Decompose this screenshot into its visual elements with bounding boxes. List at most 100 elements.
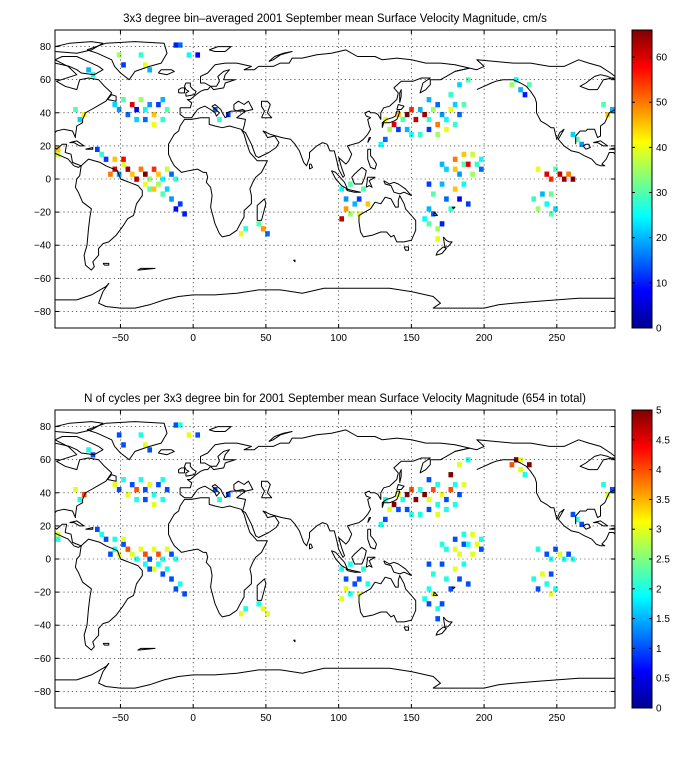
coastline-segment (184, 82, 197, 97)
coastline-segment (309, 163, 313, 170)
colorbar-tick-label: 3.5 (656, 495, 670, 506)
bin-cell (435, 501, 441, 508)
bin-cell (448, 206, 454, 212)
bin-cell (575, 136, 580, 143)
coastline-segment (575, 109, 615, 145)
bin-cell (77, 116, 83, 123)
bin-cell (173, 586, 179, 592)
bin-cell (457, 171, 462, 177)
bin-cell (435, 236, 441, 242)
bin-cell (55, 536, 61, 542)
bin-cell (452, 102, 458, 108)
bin-cell (378, 141, 384, 148)
bin-cell (343, 206, 349, 212)
coastline-segment (85, 527, 94, 530)
bin-cell (151, 121, 157, 128)
bin-cell (116, 52, 122, 58)
bin-cell (457, 82, 462, 88)
bin-cell (387, 506, 393, 513)
bin-cell (387, 126, 393, 133)
bin-cell (465, 541, 471, 547)
colorbar-tick-label: 60 (656, 53, 668, 64)
coastline-segment (435, 246, 447, 256)
bin-cell (431, 486, 436, 493)
bin-cell (444, 196, 449, 202)
y-tick-label: 60 (40, 75, 52, 86)
coastline-segment (168, 117, 268, 238)
bin-cell (448, 106, 454, 113)
bin-cell (125, 111, 131, 118)
bin-cell (383, 496, 388, 503)
bin-cell (513, 77, 519, 83)
coastline-segment (102, 262, 110, 266)
bin-cell (121, 161, 126, 167)
bin-cell (138, 97, 144, 103)
bin-cell (95, 526, 100, 532)
bin-cell (143, 442, 148, 448)
bin-cell (169, 171, 174, 177)
bin-cell (535, 586, 541, 592)
plot-frame (54, 29, 616, 329)
bin-cell (518, 457, 523, 463)
bin-cell (348, 591, 353, 597)
bin-cell (121, 156, 126, 162)
bin-cell (474, 541, 480, 547)
bin-cell (527, 82, 532, 88)
x-tick-label: 0 (190, 713, 196, 724)
bin-cell (339, 216, 345, 222)
colorbar-tick-label: 4 (656, 465, 662, 476)
bin-cell (479, 536, 484, 542)
bin-cell (260, 606, 266, 612)
y-tick-label: −40 (34, 241, 51, 252)
coastline-segment (454, 439, 615, 457)
coastline-segment (396, 104, 405, 110)
bin-cell (164, 166, 170, 172)
coastline-segment (309, 543, 313, 550)
bin-cell (138, 477, 144, 483)
bin-cell (156, 181, 161, 187)
bin-cell (99, 531, 105, 537)
bin-cell (426, 126, 432, 133)
bin-cell (553, 546, 558, 552)
bin-cell (417, 106, 423, 113)
bin-cell (601, 102, 606, 108)
coastline-segment (367, 137, 372, 143)
coastline-segment (367, 148, 377, 170)
bin-cell (151, 111, 157, 118)
colorbar-tick-label: 10 (656, 278, 668, 289)
coastline-segment (55, 436, 104, 456)
bin-cell (518, 467, 523, 473)
x-tick-label: 200 (476, 333, 493, 344)
bin-cell (177, 201, 183, 207)
bin-cell (518, 87, 523, 93)
coastline-segment (69, 520, 85, 527)
bin-cell (470, 551, 475, 557)
bin-cell (182, 591, 187, 597)
bin-cell (461, 151, 467, 157)
bin-cell (426, 561, 432, 567)
bin-cell (134, 106, 139, 113)
coastline-segment (367, 528, 377, 550)
coastline-segment (367, 517, 372, 523)
bin-cell (383, 136, 388, 143)
bin-cell (439, 161, 445, 167)
bin-cell (217, 116, 222, 123)
bin-cell (225, 111, 231, 118)
coastline-segment (137, 647, 156, 651)
bin-cell (527, 462, 532, 468)
coastline-segment (261, 480, 273, 499)
bin-cell (265, 611, 270, 617)
bin-cell (112, 482, 118, 488)
bin-cell (365, 581, 371, 587)
bin-cell (540, 571, 545, 577)
bin-cell (121, 541, 126, 547)
bin-cell (147, 102, 153, 108)
y-tick-label: 60 (40, 455, 52, 466)
bin-cell (121, 477, 126, 483)
coastline-segment (107, 94, 117, 102)
bin-cell (465, 161, 471, 167)
coastline-segment (74, 158, 143, 271)
bin-cell (474, 161, 480, 167)
x-tick-label: −50 (112, 713, 129, 724)
bin-cell (186, 52, 192, 58)
